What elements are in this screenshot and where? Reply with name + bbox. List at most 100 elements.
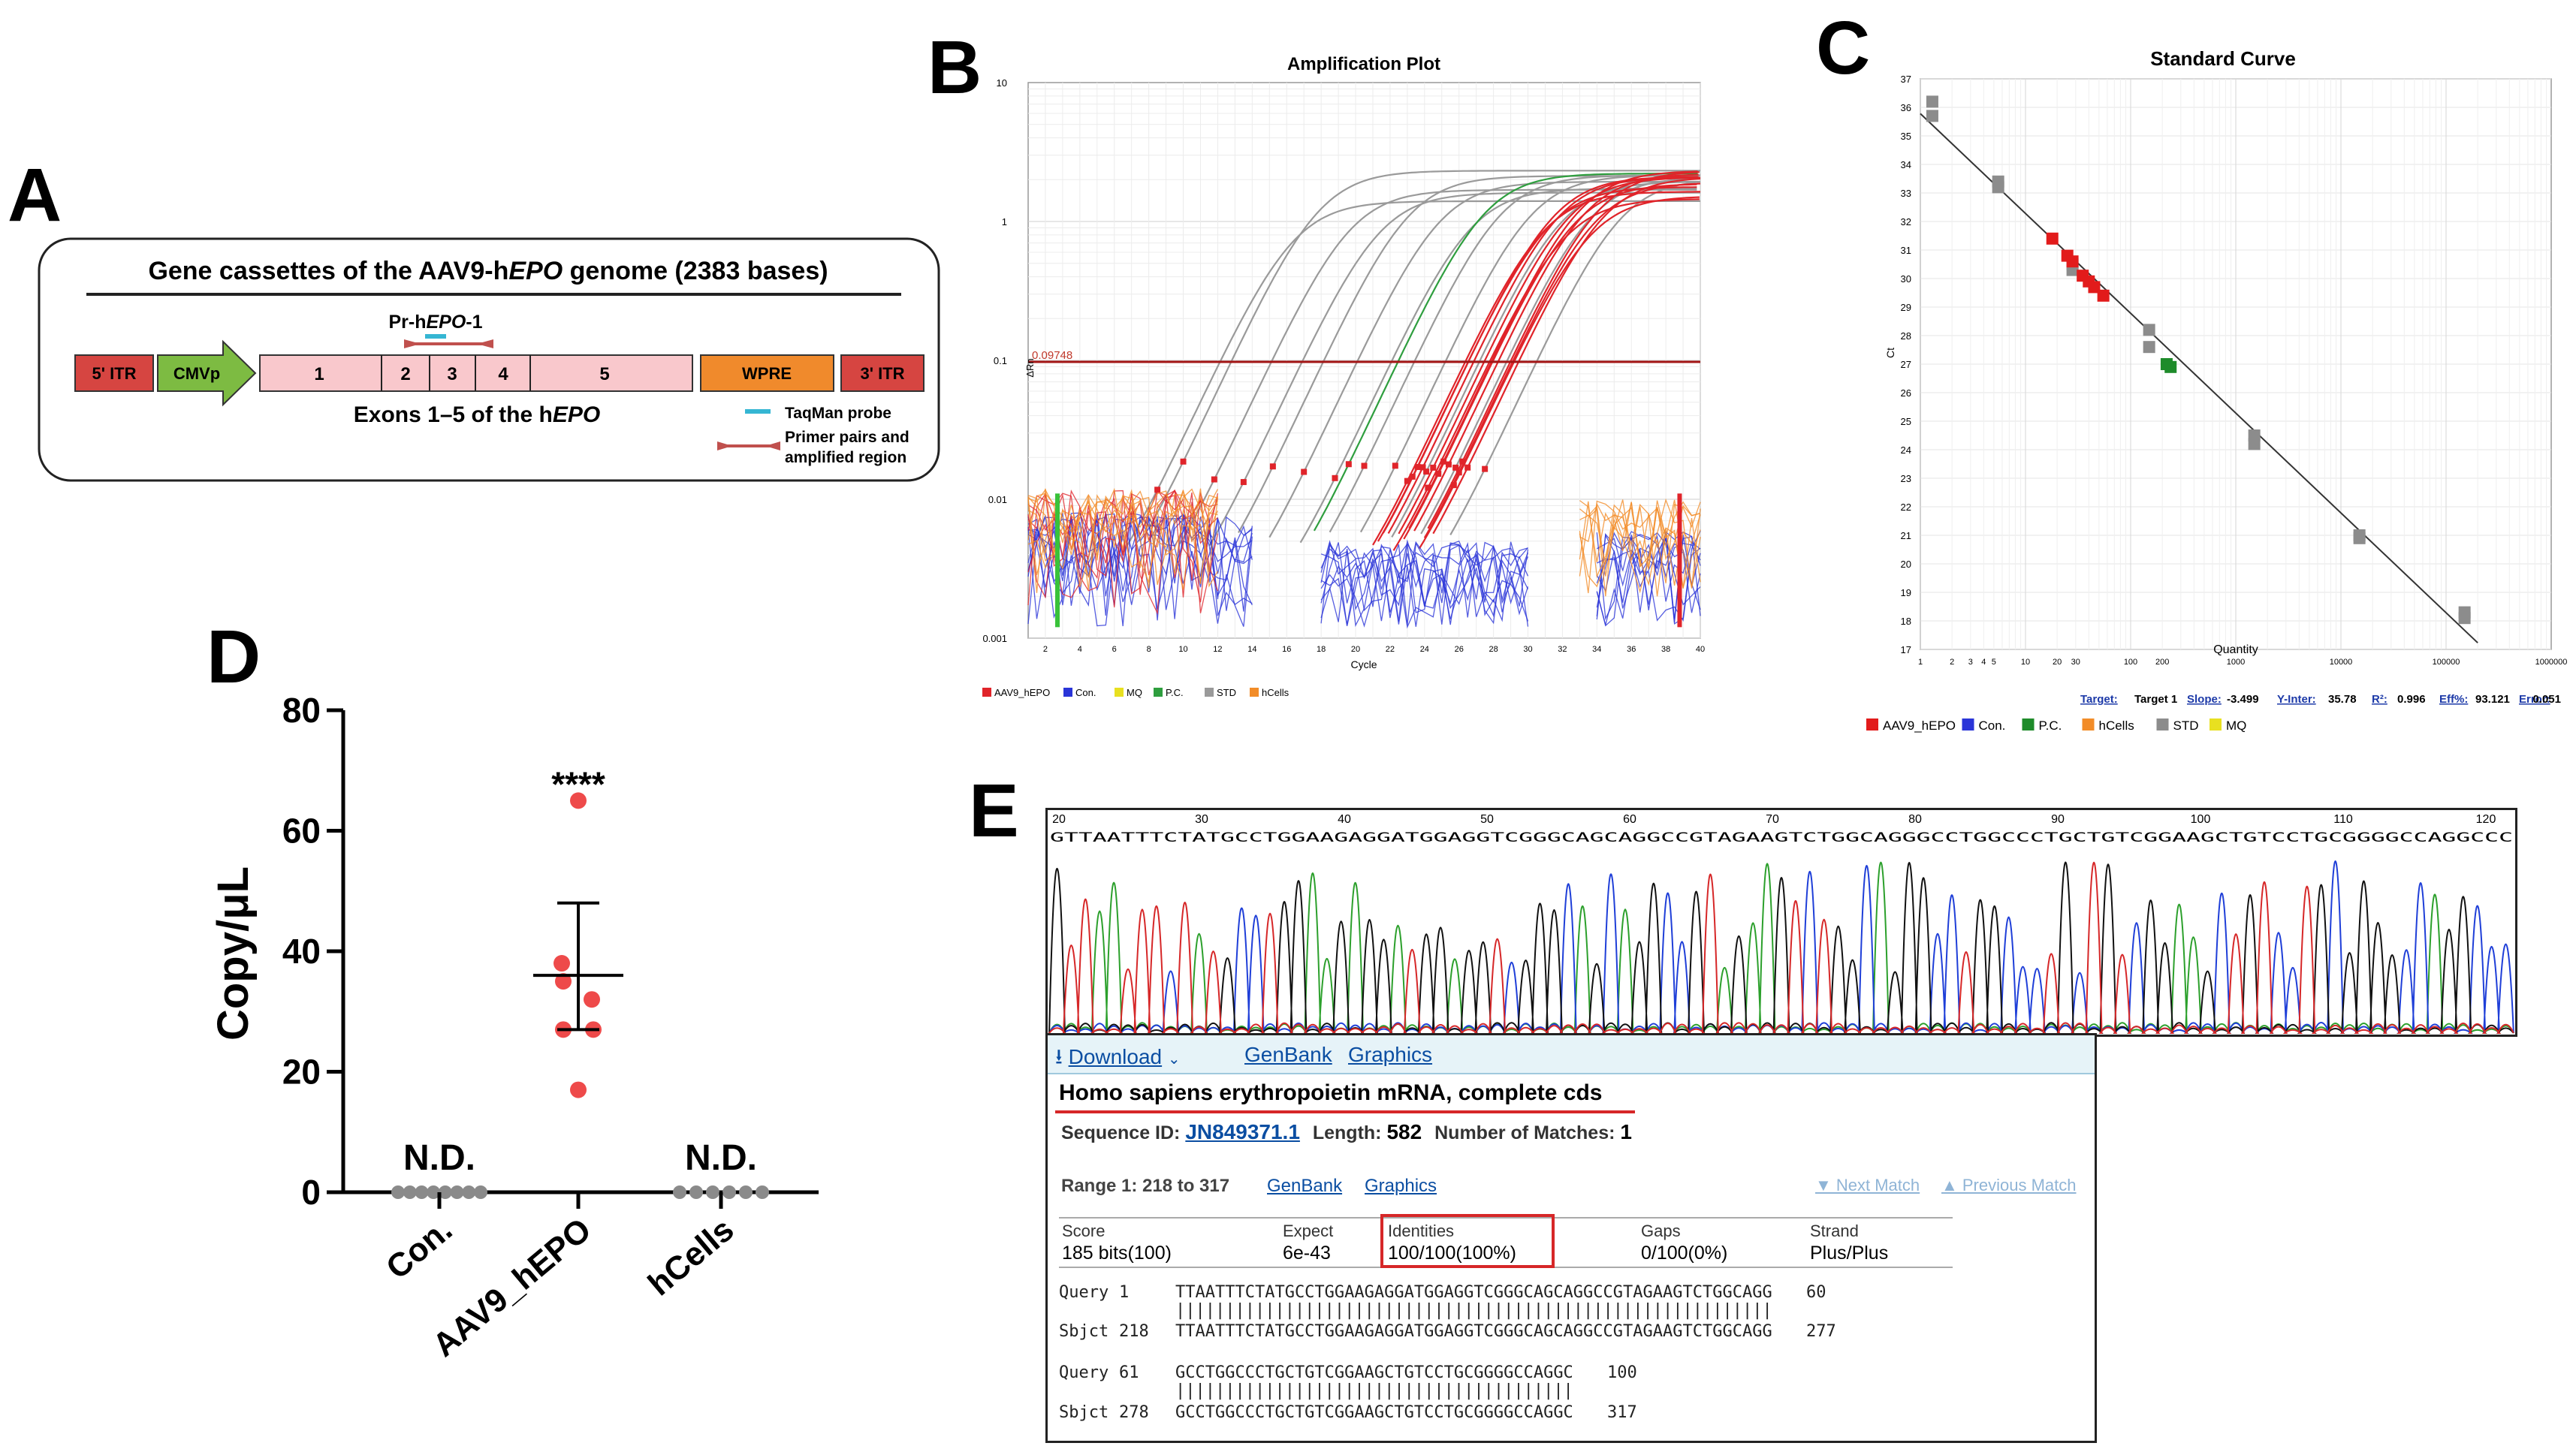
match-bars: ||||||||||||||||||||||||||||||||||||||||: [1175, 1381, 1573, 1400]
chromatogram-ruler-label: 40: [1338, 813, 1351, 826]
amp-curves: [1122, 170, 1701, 553]
amp-x-tick: 6: [1112, 645, 1117, 654]
amp-noise-trace: [1320, 541, 1528, 627]
amp-x-tick: 32: [1558, 645, 1567, 654]
amp-noise-trace: [1320, 544, 1528, 629]
svg-text:-3.499: -3.499: [2227, 693, 2259, 706]
amp-threshold-label: 0.09748: [1032, 349, 1072, 362]
amp-cycle-marker: [1180, 458, 1187, 465]
std-y-tick: 21: [1901, 530, 1911, 541]
d-point: [570, 792, 587, 809]
chromatogram-ruler: 20 30 40 50 60 70 80 90 100 110 120: [1052, 813, 2496, 826]
identities-highlight-box: [1380, 1214, 1555, 1268]
amp-legend-label: MQ: [1127, 687, 1142, 698]
amp-noise-trace: [1027, 513, 1253, 625]
d-point: [689, 1185, 703, 1199]
amp-curve-aav9hepo: [1398, 176, 1701, 535]
amp-cycle-marker: [1345, 461, 1352, 468]
std-y-tick: 35: [1901, 131, 1911, 142]
primer-bracket: [404, 339, 493, 348]
amp-y-tick: 10: [997, 77, 1007, 89]
std-ylabel: Ct: [1884, 348, 1896, 358]
chevron-down-icon: ⌄: [1167, 1051, 1181, 1068]
previous-match-link[interactable]: ▲ Previous Match: [1941, 1176, 2077, 1194]
amp-x-tick: 24: [1420, 645, 1429, 654]
amp-noise-trace: [1320, 541, 1529, 628]
std-x-tick: 4: [1981, 658, 1986, 667]
amp-cycle-marker: [1414, 464, 1421, 471]
d-nd-label: N.D.: [403, 1138, 475, 1178]
chromatogram-ruler-label: 100: [2191, 813, 2211, 826]
expect-value: 6e-43: [1283, 1243, 1331, 1264]
amp-cycle-marker: [1419, 464, 1426, 471]
std-legend-label: MQ: [2226, 718, 2246, 733]
exon-caption: Exons 1–5 of the hEPO: [354, 402, 600, 427]
graphics-link[interactable]: Graphics: [1365, 1176, 1437, 1196]
genbank-link[interactable]: GenBank: [1267, 1176, 1343, 1196]
chromatogram-ruler-label: 50: [1480, 813, 1494, 826]
d-point: [427, 1185, 441, 1199]
chromatogram-ruler-label: 60: [1623, 813, 1636, 826]
genbank-link-top[interactable]: GenBank: [1244, 1043, 1332, 1066]
probe-label: Pr-hEPO-1: [388, 312, 482, 333]
std-x-tick: 3: [1968, 658, 1973, 667]
amp-noise-trace: [1027, 487, 1218, 590]
amp-x-tick: 40: [1696, 645, 1705, 654]
amp-legend-label: STD: [1217, 687, 1236, 698]
std-y-tick: 31: [1901, 245, 1911, 256]
d-y-tick: 60: [282, 812, 321, 851]
amp-cycle-marker: [1423, 468, 1430, 475]
amp-x-tick: 16: [1282, 645, 1291, 654]
amp-x-tick: 4: [1078, 645, 1082, 654]
std-xlabel: Quantity: [2213, 643, 2258, 656]
std-legend-swatch: [2210, 718, 2222, 731]
range-label: Range 1: 218 to 317: [1061, 1176, 1230, 1196]
legend-primer-label-2: amplified region: [785, 449, 906, 466]
svg-text:0.996: 0.996: [2397, 693, 2426, 706]
alignment-row: Query 61 GCCTGGCCCTGCTGTCGGAAGCTGTCCTGCGGG…: [1059, 1363, 1637, 1382]
chromatogram-basecalls: GTTAATTTCTATGCCTGGAAGAGGATGGAGGTCGGGCAGC…: [1050, 830, 2513, 845]
std-legend-label: hCells: [2099, 718, 2134, 733]
std-legend-swatch: [1866, 718, 1878, 731]
d-point: [722, 1185, 736, 1199]
amp-cycle-marker: [1464, 464, 1471, 471]
d-point: [438, 1185, 452, 1199]
std-stats: Target: Target 1 Slope: -3.499 Y-Inter: …: [2080, 693, 2561, 706]
amp-legend-swatch: [1063, 688, 1072, 697]
standard-curve: Standard Curve 1718192021222324252627282…: [1866, 47, 2567, 733]
amp-x-tick: 14: [1247, 645, 1256, 654]
strand-header: Strand: [1810, 1222, 1859, 1240]
next-match-link[interactable]: ▼ Next Match: [1815, 1176, 1920, 1194]
amp-legend-label: P.C.: [1166, 687, 1184, 698]
amp-noise-trace: [1320, 542, 1529, 627]
std-y-tick: 32: [1901, 216, 1911, 227]
download-button[interactable]: ⭳ Download ⌄: [1055, 1045, 1181, 1068]
legend-primer-label-1: Primer pairs and: [785, 429, 909, 446]
cmv-label: CMVp: [173, 364, 220, 383]
chromatogram-ruler-label: 80: [1908, 813, 1922, 826]
amp-noise-trace: [1027, 489, 1218, 589]
std-y-tick: 18: [1901, 616, 1911, 627]
amp-legend: AAV9_hEPO Con. MQ P.C. STD hCells: [982, 687, 1290, 698]
panel-label-a: A: [8, 153, 62, 237]
std-y-tick: 25: [1901, 416, 1911, 427]
d-y-ticks: 0 20 40 60 80: [282, 691, 343, 1212]
amp-noise-trace: [1027, 490, 1218, 603]
cmv-promoter-arrow: [157, 339, 257, 407]
exon-4-label: 4: [498, 364, 508, 384]
chromatogram-ruler-label: 70: [1766, 813, 1779, 826]
d-data: N.D. **** N.D.: [391, 764, 769, 1199]
amp-title: Amplification Plot: [1287, 54, 1440, 74]
std-legend-label: P.C.: [2039, 718, 2062, 733]
std-point-std: [1926, 95, 1938, 108]
blast-result-panel: ⭳ Download ⌄ GenBank Graphics Homo sapie…: [1045, 1033, 2097, 1443]
gaps-value: 0/100(0%): [1641, 1243, 1728, 1264]
seqid-link[interactable]: JN849371.1: [1185, 1120, 1300, 1143]
alignment-row: Sbjct 218 TTAATTTCTATGCCTGGAAGAGGATGGAGGTC…: [1059, 1322, 1836, 1341]
amp-legend-swatch: [1205, 688, 1214, 697]
exon-1-label: 1: [314, 364, 324, 384]
graphics-link-top[interactable]: Graphics: [1348, 1043, 1433, 1066]
amp-legend-swatch: [1115, 688, 1124, 697]
svg-text:Eff%:: Eff%:: [2439, 693, 2468, 706]
wpre-label: WPRE: [742, 364, 792, 383]
